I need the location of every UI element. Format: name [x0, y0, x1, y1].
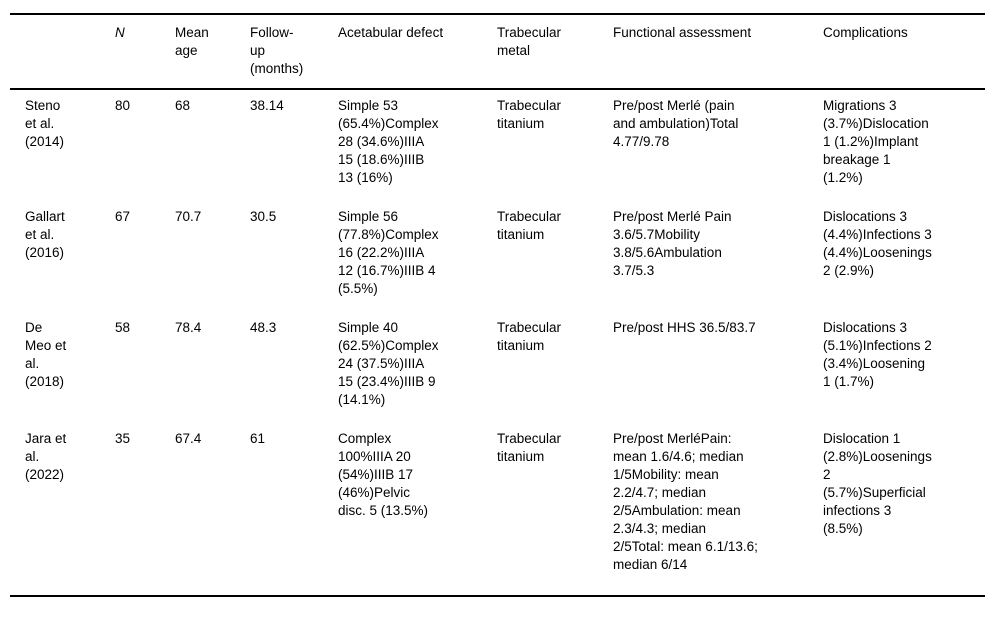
column-header-acetabular-defect: Acetabular defect — [338, 14, 497, 90]
n-cell: 80 — [115, 98, 131, 113]
n-cell: 58 — [115, 320, 131, 335]
table-row-de-meo-2018: De Meo et al. (2018) 58 78.4 48.3 Simple… — [10, 312, 985, 423]
table-row-jara-2022: Jara et al. (2022) 35 67.4 61 Complex 10… — [10, 423, 985, 596]
header-row: N Mean age Follow- up (months) Acetabula… — [10, 14, 985, 90]
study-cell: Steno et al. (2014) — [25, 98, 65, 149]
acetabular-defect-cell: Complex 100%IIIA 20 (54%)IIIB 17 (46%)Pe… — [338, 431, 429, 518]
complications-cell: Dislocations 3 (5.1%)Infections 2 (3.4%)… — [823, 320, 932, 389]
column-header-follow-up: Follow- up (months) — [250, 14, 338, 90]
follow-up-cell: 61 — [250, 431, 266, 446]
trabecular-metal-cell: Trabecular titanium — [497, 431, 562, 464]
complications-cell: Dislocation 1 (2.8%)Loosenings 2 (5.7%)S… — [823, 431, 932, 536]
functional-assessment-cell: Pre/post Merlé Pain 3.6/5.7Mobility 3.8/… — [613, 209, 732, 278]
functional-assessment-cell: Pre/post Merlé (pain and ambulation)Tota… — [613, 98, 739, 149]
acetabular-defect-cell: Simple 56 (77.8%)Complex 16 (22.2%)IIIA … — [338, 209, 439, 296]
table-row-gallart-2016: Gallart et al. (2016) 67 70.7 30.5 Simpl… — [10, 201, 985, 312]
functional-assessment-cell: Pre/post MerléPain: mean 1.6/4.6; median… — [613, 431, 758, 572]
column-header-trabecular-metal: Trabecular metal — [497, 14, 613, 90]
follow-up-cell: 48.3 — [250, 320, 277, 335]
column-header-functional-assessment: Functional assessment — [613, 14, 823, 90]
complications-cell: Dislocations 3 (4.4%)Infections 3 (4.4%)… — [823, 209, 932, 278]
trabecular-metal-cell: Trabecular titanium — [497, 209, 562, 242]
column-header-study — [10, 14, 115, 90]
mean-age-cell: 70.7 — [175, 209, 202, 224]
mean-age-cell: 68 — [175, 98, 191, 113]
column-header-complications: Complications — [823, 14, 985, 90]
column-header-mean-age: Mean age — [175, 14, 250, 90]
trabecular-metal-cell: Trabecular titanium — [497, 320, 562, 353]
n-cell: 67 — [115, 209, 131, 224]
study-cell: Jara et al. (2022) — [25, 431, 67, 482]
acetabular-defect-cell: Simple 53 (65.4%)Complex 28 (34.6%)IIIA … — [338, 98, 439, 185]
trabecular-metal-cell: Trabecular titanium — [497, 98, 562, 131]
study-cell: Gallart et al. (2016) — [25, 209, 65, 260]
study-cell: De Meo et al. (2018) — [25, 320, 67, 389]
table-row-steno-2014: Steno et al. (2014) 80 68 38.14 Simple 5… — [10, 89, 985, 201]
acetabular-defect-cell: Simple 40 (62.5%)Complex 24 (37.5%)IIIA … — [338, 320, 439, 407]
study-comparison-table: N Mean age Follow- up (months) Acetabula… — [10, 13, 985, 597]
follow-up-cell: 38.14 — [250, 98, 284, 113]
follow-up-cell: 30.5 — [250, 209, 277, 224]
functional-assessment-cell: Pre/post HHS 36.5/83.7 — [613, 320, 756, 335]
column-header-n: N — [115, 14, 175, 90]
complications-cell: Migrations 3 (3.7%)Dislocation 1 (1.2%)I… — [823, 98, 929, 185]
mean-age-cell: 78.4 — [175, 320, 202, 335]
mean-age-cell: 67.4 — [175, 431, 202, 446]
n-cell: 35 — [115, 431, 131, 446]
